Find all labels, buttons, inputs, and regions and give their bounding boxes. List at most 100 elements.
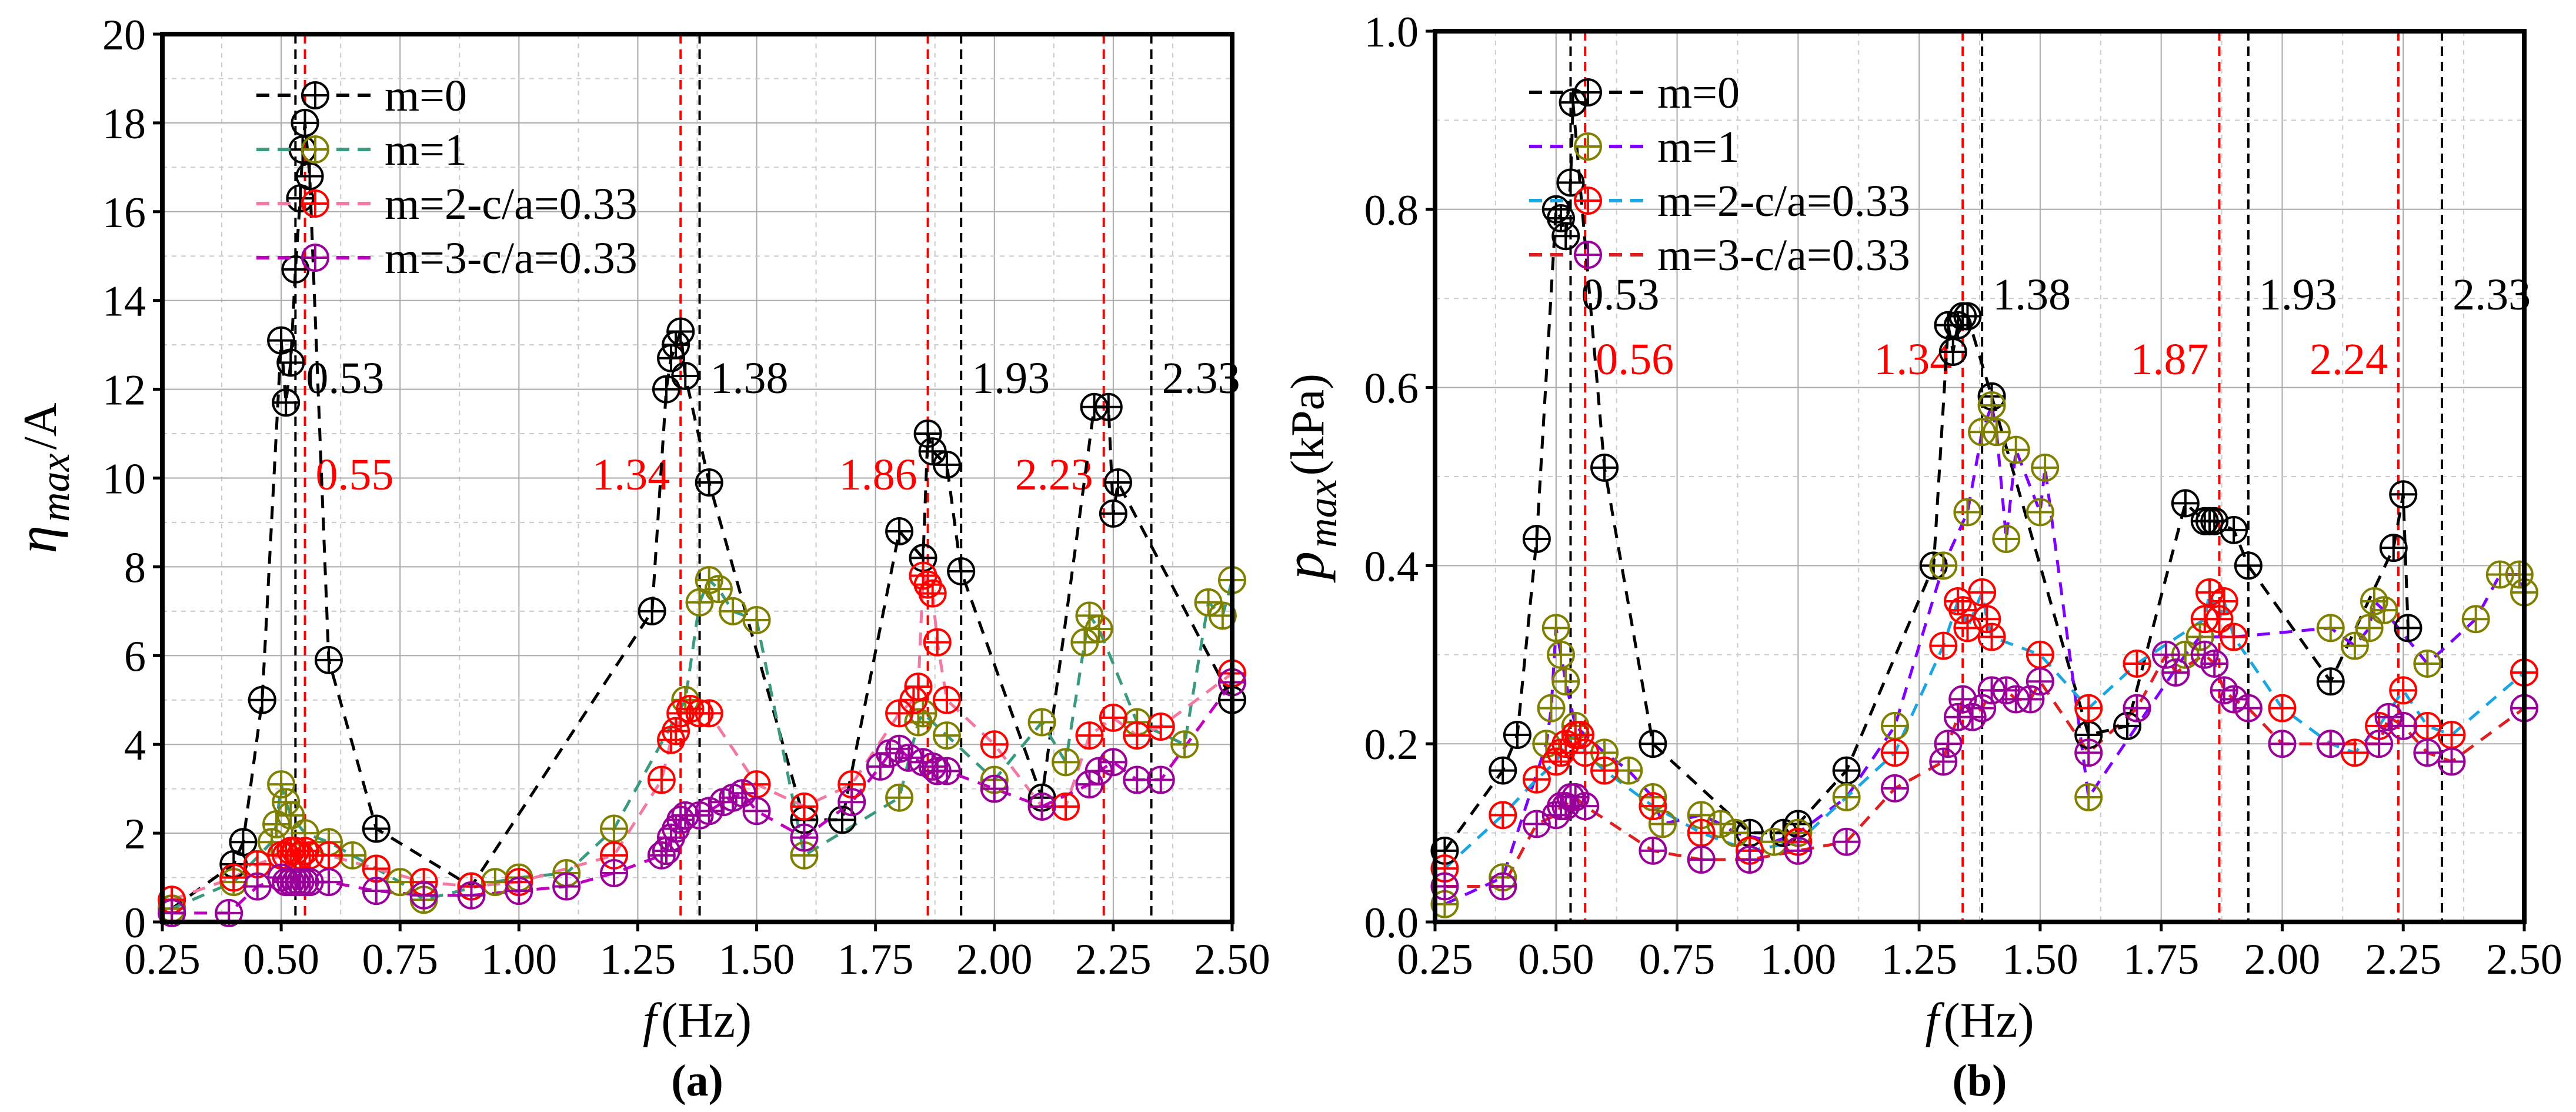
data-point [2234,551,2263,580]
data-point [1992,524,2021,553]
data-point [671,361,700,390]
data-point [1070,628,1099,657]
chart-panel-b: 0.53 1.38 1.93 2.33 0.56 1.34 1.87 2.24 0.25 0.50… [1273,8,2562,1106]
legend-entry: m=3-c/a=0.33 [385,234,638,283]
data-point [895,743,923,772]
data-point [1194,588,1223,617]
legend-marker [1574,78,1602,106]
data-point [1982,418,2011,447]
data-point [2374,703,2403,731]
data-point [2001,435,2030,464]
data-point [742,605,771,634]
data-point [1639,792,1667,821]
data-point [1099,703,1127,732]
data-point [932,685,961,714]
data-point [276,348,305,377]
data-point [1687,818,1716,847]
data-point [1085,757,1113,785]
x-tick-label: 0.75 [1639,935,1716,984]
data-point [1551,222,1580,251]
y-tick-label: 14 [102,278,146,326]
data-point [1556,168,1585,197]
data-point [695,468,723,497]
data-point [314,841,343,870]
y-tick-label: 10 [102,455,146,504]
data-point [2370,596,2398,625]
data-point [1123,765,1152,794]
panel-label: (a) [671,1056,723,1106]
y-tick-label: 6 [124,632,146,681]
data-point [481,868,509,897]
data-point [1721,818,1750,847]
y-tick-label: 0.8 [1364,187,1419,235]
resonance-label: 1.34 [592,450,670,500]
x-tick-label: 2.25 [2365,935,2441,984]
y-tick-label: 0.2 [1364,721,1419,769]
legend: m=0m=1 m=2-c/a=0.33 m=3-c/a=0.33 [1529,68,1910,280]
data-point [1736,845,1764,874]
x-tick-label: 0.75 [362,935,438,984]
data-point [647,765,676,794]
data-point [932,450,961,479]
x-tick-label: 1.00 [1760,935,1837,984]
legend-entry: m=2-c/a=0.33 [385,179,638,229]
data-point [719,597,748,625]
panel-label: (b) [1953,1056,2007,1106]
data-point [885,783,914,812]
data-point [1571,792,1600,821]
x-tick-label: 0.50 [1518,935,1594,984]
data-point [666,317,695,346]
data-point [1170,730,1199,759]
data-point [229,828,258,857]
data-point [1489,801,1517,830]
data-point [295,162,324,191]
data-point [1977,622,2006,651]
data-point [2413,738,2442,767]
x-tick-label: 1.25 [600,935,676,984]
x-axis-label-symbol: f [643,993,663,1048]
data-point [695,797,723,825]
resonance-label: 2.33 [1162,354,1240,403]
data-point [728,779,757,808]
x-tick-label: 2.50 [2486,935,2562,984]
data-point [2316,614,2345,642]
series-line [1443,587,2525,870]
legend-marker [301,189,329,218]
x-tick-label: 2.00 [2244,935,2321,984]
data-point [1489,872,1517,901]
series-line [171,122,1234,910]
data-point [2389,480,2418,509]
data-point [918,579,947,608]
data-point [2461,605,2490,634]
resonance-label: 2.24 [2310,335,2388,384]
data-point [1541,614,1570,642]
y-tick-label: 16 [102,189,146,237]
data-point [1537,694,1566,723]
resonance-label: 0.56 [1596,335,1674,384]
data-point [2234,694,2263,723]
y-tick-label: 1.0 [1364,8,1419,56]
data-point [1123,721,1152,750]
series-line [171,570,1233,901]
data-point [1929,747,1958,776]
data-point [2355,614,2384,642]
data-point [947,557,976,585]
data-point [913,420,942,448]
data-point [837,788,866,817]
data-point [338,841,367,870]
data-point [1522,765,1551,794]
data-point [1639,730,1667,758]
data-point [652,375,680,404]
data-point [267,770,296,799]
data-point [457,881,486,910]
data-point [600,814,629,843]
resonance-label: 1.86 [839,450,917,500]
data-point [1687,845,1716,874]
legend-marker [301,81,329,109]
data-point [291,837,319,865]
data-point [885,517,914,546]
data-point [1099,499,1127,528]
data-point [1547,204,1576,232]
data-point [666,805,695,834]
